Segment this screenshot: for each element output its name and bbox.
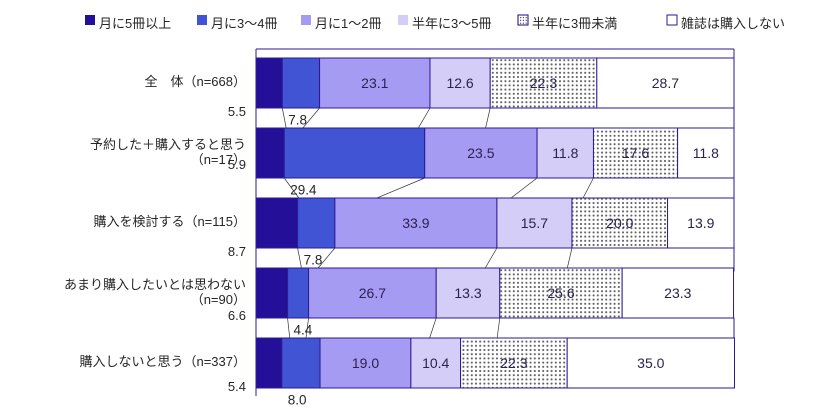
svg-text:17.6: 17.6 bbox=[622, 145, 649, 161]
svg-text:20.0: 20.0 bbox=[606, 215, 633, 231]
svg-text:10.4: 10.4 bbox=[422, 355, 449, 371]
svg-text:23.3: 23.3 bbox=[664, 285, 691, 301]
svg-text:26.7: 26.7 bbox=[359, 285, 386, 301]
svg-text:19.0: 19.0 bbox=[352, 355, 379, 371]
svg-text:33.9: 33.9 bbox=[402, 215, 429, 231]
svg-text:15.7: 15.7 bbox=[521, 215, 548, 231]
svg-text:11.8: 11.8 bbox=[693, 145, 719, 161]
svg-text:22.3: 22.3 bbox=[530, 75, 557, 91]
svg-text:7.8: 7.8 bbox=[304, 253, 323, 268]
svg-text:29.4: 29.4 bbox=[290, 183, 317, 198]
svg-text:12.6: 12.6 bbox=[446, 75, 473, 91]
svg-text:13.9: 13.9 bbox=[687, 215, 714, 231]
svg-text:28.7: 28.7 bbox=[652, 75, 679, 91]
svg-text:11.8: 11.8 bbox=[552, 145, 578, 161]
svg-text:4.4: 4.4 bbox=[294, 323, 313, 338]
svg-text:23.5: 23.5 bbox=[467, 145, 494, 161]
svg-text:35.0: 35.0 bbox=[637, 355, 664, 371]
svg-text:8.0: 8.0 bbox=[288, 393, 307, 408]
svg-text:22.3: 22.3 bbox=[500, 355, 527, 371]
svg-text:25.6: 25.6 bbox=[547, 285, 574, 301]
svg-text:13.3: 13.3 bbox=[454, 285, 481, 301]
svg-text:7.8: 7.8 bbox=[288, 113, 307, 128]
svg-text:23.1: 23.1 bbox=[361, 75, 388, 91]
